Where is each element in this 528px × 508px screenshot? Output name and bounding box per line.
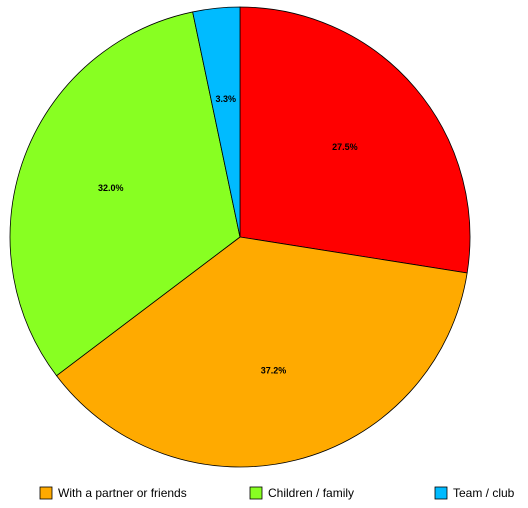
pie-slice: [192, 6, 241, 238]
legend-swatch: [39, 486, 53, 500]
legend-swatch: [434, 486, 448, 500]
value-label: 37.2%: [261, 365, 287, 375]
pie-slice: [239, 6, 471, 274]
legend-label: With a partner or friends: [58, 486, 187, 500]
legend-swatch: [249, 486, 263, 500]
value-label: 3.3%: [215, 94, 236, 104]
legend-label: Team / club: [453, 486, 515, 500]
legend-label: Children / family: [268, 486, 354, 500]
pie-slice: [9, 11, 241, 377]
value-label: 32.0%: [98, 183, 124, 193]
pie-slice: [55, 236, 468, 468]
value-label: 27.5%: [332, 142, 358, 152]
